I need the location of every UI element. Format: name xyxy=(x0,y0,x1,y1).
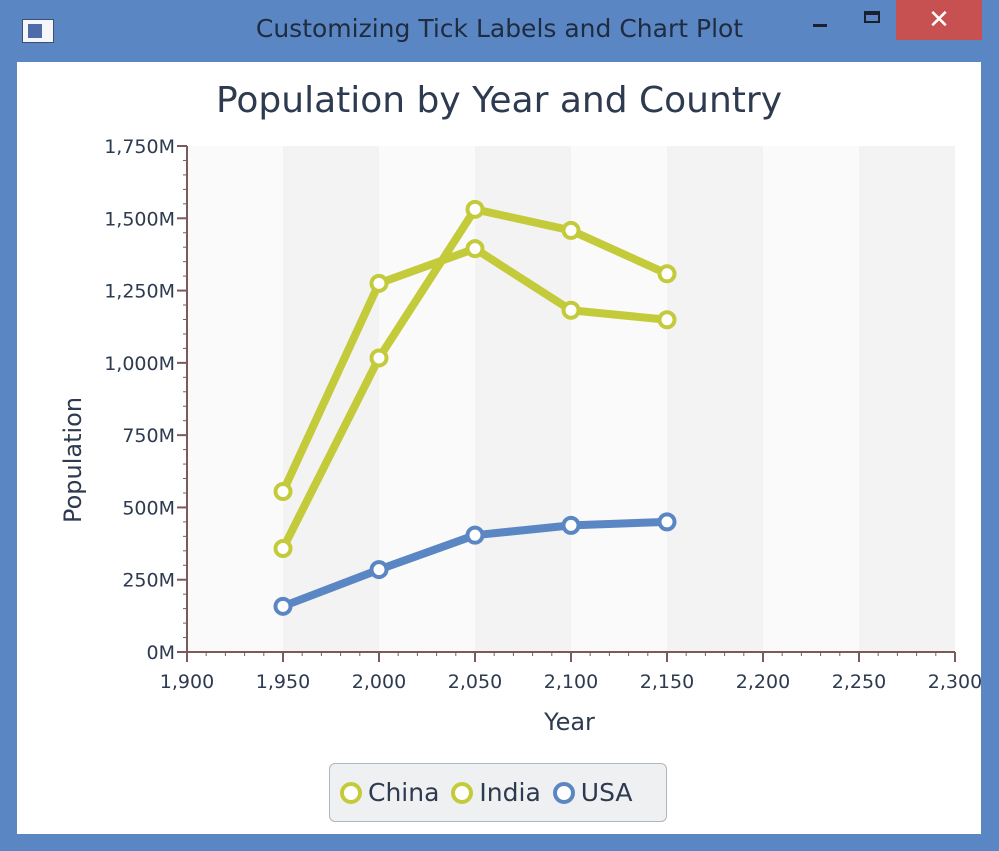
x-tick-label: 2,200 xyxy=(736,671,790,693)
plot-band xyxy=(763,146,859,652)
data-point-china xyxy=(561,300,581,320)
y-tick-label: 1,000M xyxy=(104,353,175,375)
x-tick-label: 2,100 xyxy=(544,671,598,693)
plot-band xyxy=(859,146,955,652)
legend-usa-label: USA xyxy=(580,778,633,807)
legend-item-india: India xyxy=(451,778,541,807)
data-point-china xyxy=(657,310,677,330)
minimize-icon xyxy=(813,24,827,27)
y-tick-label: 500M xyxy=(122,497,175,519)
data-point-usa xyxy=(465,525,485,545)
y-tick-label: 1,500M xyxy=(104,208,175,230)
x-tick-label: 1,900 xyxy=(160,671,214,693)
data-point-china xyxy=(465,239,485,259)
plot-band xyxy=(667,146,763,652)
data-point-usa xyxy=(657,512,677,532)
legend-india-symbol xyxy=(451,781,474,804)
x-tick-label: 2,000 xyxy=(352,671,406,693)
legend-usa-symbol xyxy=(552,781,575,804)
y-tick-label: 0M xyxy=(147,642,175,664)
chart-area: Population by Year and Country Populatio… xyxy=(17,62,981,834)
plot-band xyxy=(571,146,667,652)
x-tick-label: 2,300 xyxy=(928,671,981,693)
y-tick-label: 1,750M xyxy=(104,136,175,158)
plot-band xyxy=(283,146,379,652)
data-point-india xyxy=(561,220,581,240)
app-window-icon[interactable] xyxy=(22,19,54,43)
maximize-icon xyxy=(864,11,880,23)
data-point-india xyxy=(657,264,677,284)
y-tick-label: 1,250M xyxy=(104,281,175,303)
data-point-china xyxy=(273,482,293,502)
x-tick-label: 2,150 xyxy=(640,671,694,693)
legend-india-label: India xyxy=(479,778,541,807)
close-button[interactable]: ✕ xyxy=(896,0,982,40)
legend-item-usa: USA xyxy=(552,778,633,807)
legend-china-label: China xyxy=(368,778,440,807)
data-point-india xyxy=(273,538,293,558)
y-tick-label: 250M xyxy=(122,570,175,592)
data-point-india xyxy=(369,348,389,368)
window-title: Customizing Tick Labels and Chart Plot xyxy=(255,14,744,43)
data-point-usa xyxy=(369,560,389,580)
x-tick-label: 1,950 xyxy=(256,671,310,693)
line-chart: 0M 250M 500M 750M 1,000M 1,250M 1,500M 1,750M 1,… xyxy=(104,136,981,693)
title-bar[interactable]: Customizing Tick Labels and Chart Plot ✕ xyxy=(0,0,999,62)
y-tick-label: 750M xyxy=(122,425,175,447)
legend-item-china: China xyxy=(340,778,439,807)
plot-band xyxy=(187,146,283,652)
plot-band xyxy=(379,146,475,652)
legend-china-symbol xyxy=(340,781,362,804)
x-tick-label: 2,250 xyxy=(832,671,886,693)
chart-legend: China India USA xyxy=(329,763,667,822)
maximize-button[interactable] xyxy=(850,0,894,40)
minimize-button[interactable] xyxy=(800,0,840,40)
data-point-usa xyxy=(273,596,293,616)
close-icon: ✕ xyxy=(928,5,950,35)
x-axis-label: Year xyxy=(544,708,595,736)
chart-title: Population by Year and Country xyxy=(215,80,783,121)
data-point-china xyxy=(369,273,389,293)
data-point-india xyxy=(465,199,485,219)
data-point-usa xyxy=(561,515,581,535)
x-tick-label: 2,050 xyxy=(448,671,502,693)
